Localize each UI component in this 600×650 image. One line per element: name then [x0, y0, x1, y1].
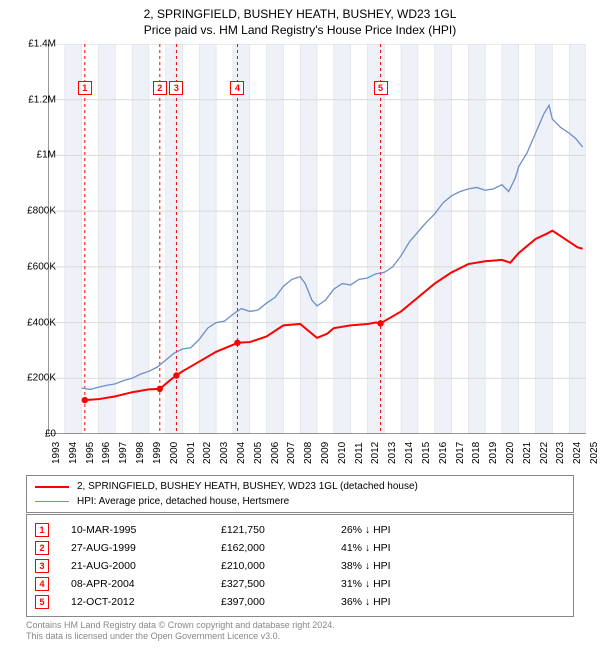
x-tick-label: 2023 — [555, 442, 566, 464]
legend-swatch-property — [35, 486, 69, 488]
x-tick-label: 2014 — [404, 442, 415, 464]
sale-price: £162,000 — [221, 542, 341, 554]
x-tick-label: 2009 — [320, 442, 331, 464]
sale-date: 08-APR-2004 — [71, 578, 221, 590]
x-tick-label: 1993 — [51, 442, 62, 464]
x-tick-label: 2012 — [370, 442, 381, 464]
sale-price: £397,000 — [221, 596, 341, 608]
y-tick-label: £800K — [10, 206, 56, 217]
x-tick-label: 2004 — [236, 442, 247, 464]
sale-price: £210,000 — [221, 560, 341, 572]
sale-row: 2 27-AUG-1999£162,00041% ↓ HPI — [35, 539, 565, 557]
title-line1: 2, SPRINGFIELD, BUSHEY HEATH, BUSHEY, WD… — [0, 6, 600, 22]
sale-date: 27-AUG-1999 — [71, 542, 221, 554]
x-tick-label: 2008 — [303, 442, 314, 464]
x-tick-label: 1997 — [118, 442, 129, 464]
x-tick-label: 2006 — [270, 442, 281, 464]
sales-table: 1 10-MAR-1995£121,75026% ↓ HPI 2 27-AUG-199… — [26, 514, 574, 617]
x-tick-label: 2000 — [169, 442, 180, 464]
sale-marker-3: 3 — [35, 559, 49, 573]
x-tick-label: 2018 — [471, 442, 482, 464]
title-line2: Price paid vs. HM Land Registry's House … — [0, 22, 600, 38]
x-tick-label: 2007 — [286, 442, 297, 464]
y-tick-label: £400K — [10, 317, 56, 328]
chart-marker-3: 3 — [169, 81, 183, 95]
x-tick-label: 2024 — [572, 442, 583, 464]
sale-date: 12-OCT-2012 — [71, 596, 221, 608]
x-tick-label: 2021 — [522, 442, 533, 464]
chart-marker-4: 4 — [230, 81, 244, 95]
x-tick-label: 1994 — [68, 442, 79, 464]
y-tick-label: £1.4M — [10, 39, 56, 50]
sale-diff: 38% ↓ HPI — [341, 560, 391, 572]
chart-marker-2: 2 — [153, 81, 167, 95]
x-tick-label: 2015 — [421, 442, 432, 464]
y-tick-label: £600K — [10, 261, 56, 272]
x-tick-label: 2010 — [337, 442, 348, 464]
sale-marker-1: 1 — [35, 523, 49, 537]
y-tick-label: £1M — [10, 150, 56, 161]
x-tick-label: 2020 — [505, 442, 516, 464]
legend-label-property: 2, SPRINGFIELD, BUSHEY HEATH, BUSHEY, WD… — [77, 480, 418, 495]
x-tick-label: 2003 — [219, 442, 230, 464]
sale-price: £327,500 — [221, 578, 341, 590]
x-tick-label: 2005 — [253, 442, 264, 464]
legend-swatch-hpi — [35, 501, 69, 502]
legend-label-hpi: HPI: Average price, detached house, Hert… — [77, 495, 289, 510]
x-tick-label: 2025 — [589, 442, 600, 464]
sale-row: 3 21-AUG-2000£210,00038% ↓ HPI — [35, 557, 565, 575]
sale-marker-4: 4 — [35, 577, 49, 591]
sale-price: £121,750 — [221, 524, 341, 536]
footnote-line1: Contains HM Land Registry data © Crown c… — [26, 620, 335, 631]
chart-title-block: 2, SPRINGFIELD, BUSHEY HEATH, BUSHEY, WD… — [0, 0, 600, 38]
chart-marker-1: 1 — [78, 81, 92, 95]
x-tick-label: 2013 — [387, 442, 398, 464]
x-tick-label: 1995 — [85, 442, 96, 464]
sale-diff: 31% ↓ HPI — [341, 578, 391, 590]
x-tick-label: 2001 — [186, 442, 197, 464]
x-tick-label: 2022 — [539, 442, 550, 464]
footnote: Contains HM Land Registry data © Crown c… — [26, 620, 335, 643]
chart-area — [48, 44, 586, 434]
x-tick-label: 1996 — [101, 442, 112, 464]
y-tick-label: £0 — [10, 429, 56, 440]
sale-diff: 26% ↓ HPI — [341, 524, 391, 536]
sale-row: 5 12-OCT-2012£397,00036% ↓ HPI — [35, 593, 565, 611]
legend-row-hpi: HPI: Average price, detached house, Hert… — [35, 495, 565, 510]
sale-marker-5: 5 — [35, 595, 49, 609]
sale-marker-2: 2 — [35, 541, 49, 555]
y-tick-label: £1.2M — [10, 94, 56, 105]
x-tick-label: 1999 — [152, 442, 163, 464]
x-tick-label: 2016 — [438, 442, 449, 464]
x-tick-label: 2011 — [354, 442, 365, 464]
sale-date: 21-AUG-2000 — [71, 560, 221, 572]
footnote-line2: This data is licensed under the Open Gov… — [26, 631, 335, 642]
x-tick-label: 1998 — [135, 442, 146, 464]
y-tick-label: £200K — [10, 373, 56, 384]
sale-date: 10-MAR-1995 — [71, 524, 221, 536]
sale-row: 4 08-APR-2004£327,50031% ↓ HPI — [35, 575, 565, 593]
sale-diff: 41% ↓ HPI — [341, 542, 391, 554]
x-tick-label: 2019 — [488, 442, 499, 464]
x-tick-label: 2002 — [202, 442, 213, 464]
sale-diff: 36% ↓ HPI — [341, 596, 391, 608]
legend: 2, SPRINGFIELD, BUSHEY HEATH, BUSHEY, WD… — [26, 475, 574, 513]
chart-marker-5: 5 — [374, 81, 388, 95]
sale-row: 1 10-MAR-1995£121,75026% ↓ HPI — [35, 521, 565, 539]
legend-row-property: 2, SPRINGFIELD, BUSHEY HEATH, BUSHEY, WD… — [35, 480, 565, 495]
x-tick-label: 2017 — [455, 442, 466, 464]
